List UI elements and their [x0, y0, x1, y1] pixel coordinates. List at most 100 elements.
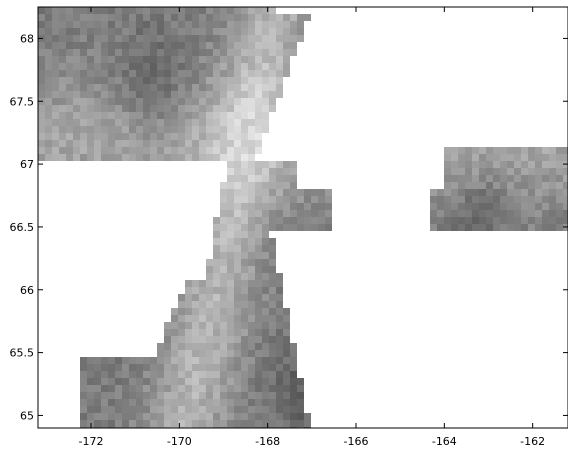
depth-cell: [241, 413, 248, 420]
depth-cell: [136, 49, 143, 56]
depth-cell: [164, 357, 171, 364]
depth-cell: [493, 196, 500, 203]
depth-cell: [283, 14, 290, 21]
depth-cell: [157, 112, 164, 119]
depth-cell: [493, 147, 500, 154]
depth-cell: [164, 350, 171, 357]
depth-cell: [213, 119, 220, 126]
depth-cell: [199, 28, 206, 35]
depth-cell: [241, 406, 248, 413]
depth-cell: [164, 385, 171, 392]
depth-cell: [255, 35, 262, 42]
depth-cell: [136, 7, 143, 14]
depth-cell: [171, 357, 178, 364]
depth-cell: [290, 364, 297, 371]
depth-cell: [213, 14, 220, 21]
depth-cell: [80, 49, 87, 56]
y-tick-label: 68: [20, 32, 34, 45]
depth-cell: [143, 98, 150, 105]
depth-cell: [521, 203, 528, 210]
depth-cell: [80, 399, 87, 406]
depth-cell: [262, 343, 269, 350]
depth-cell: [535, 154, 542, 161]
depth-cell: [171, 413, 178, 420]
depth-cell: [262, 217, 269, 224]
depth-cell: [465, 147, 472, 154]
depth-cell: [241, 28, 248, 35]
depth-cell: [80, 42, 87, 49]
depth-cell: [199, 7, 206, 14]
depth-cell: [444, 203, 451, 210]
depth-cell: [213, 91, 220, 98]
depth-cell: [157, 14, 164, 21]
depth-cell: [234, 154, 241, 161]
depth-cell: [241, 273, 248, 280]
depth-cell: [486, 210, 493, 217]
depth-cell: [500, 147, 507, 154]
depth-cell: [157, 392, 164, 399]
depth-cell: [220, 336, 227, 343]
depth-cell: [101, 28, 108, 35]
depth-cell: [227, 133, 234, 140]
depth-cell: [52, 28, 59, 35]
depth-cell: [122, 378, 129, 385]
depth-cell: [227, 189, 234, 196]
depth-cell: [220, 385, 227, 392]
depth-cell: [150, 7, 157, 14]
depth-cell: [227, 203, 234, 210]
depth-cell: [241, 280, 248, 287]
depth-cell: [143, 399, 150, 406]
depth-cell: [213, 84, 220, 91]
depth-cell: [199, 392, 206, 399]
depth-cell: [136, 154, 143, 161]
depth-cell: [108, 14, 115, 21]
depth-cell: [269, 364, 276, 371]
y-tick-label: 66: [20, 284, 34, 297]
depth-cell: [255, 392, 262, 399]
depth-cell: [73, 154, 80, 161]
depth-cell: [136, 147, 143, 154]
depth-cell: [304, 14, 311, 21]
depth-cell: [136, 70, 143, 77]
depth-cell: [269, 182, 276, 189]
depth-cell: [94, 84, 101, 91]
depth-cell: [451, 182, 458, 189]
depth-cell: [241, 35, 248, 42]
depth-cell: [297, 196, 304, 203]
depth-cell: [234, 119, 241, 126]
depth-cell: [255, 231, 262, 238]
depth-cell: [164, 413, 171, 420]
depth-cell: [199, 49, 206, 56]
depth-cell: [234, 273, 241, 280]
depth-cell: [227, 35, 234, 42]
depth-cell: [143, 63, 150, 70]
depth-cell: [108, 392, 115, 399]
depth-cell: [38, 119, 45, 126]
depth-cell: [129, 77, 136, 84]
depth-cell: [178, 357, 185, 364]
depth-cell: [206, 273, 213, 280]
depth-cell: [171, 322, 178, 329]
depth-cell: [157, 364, 164, 371]
depth-cell: [164, 119, 171, 126]
depth-cell: [283, 189, 290, 196]
depth-cell: [38, 154, 45, 161]
depth-cell: [248, 126, 255, 133]
depth-cell: [122, 154, 129, 161]
depth-cell: [192, 315, 199, 322]
depth-cell: [150, 63, 157, 70]
depth-cell: [87, 35, 94, 42]
depth-cell: [255, 126, 262, 133]
depth-cell: [101, 140, 108, 147]
depth-cell: [241, 364, 248, 371]
depth-cell: [136, 14, 143, 21]
depth-cell: [52, 98, 59, 105]
depth-cell: [290, 357, 297, 364]
depth-cell: [318, 210, 325, 217]
depth-cell: [262, 245, 269, 252]
depth-cell: [556, 182, 563, 189]
depth-cell: [115, 406, 122, 413]
depth-cell: [276, 378, 283, 385]
depth-cell: [101, 21, 108, 28]
depth-cell: [157, 385, 164, 392]
